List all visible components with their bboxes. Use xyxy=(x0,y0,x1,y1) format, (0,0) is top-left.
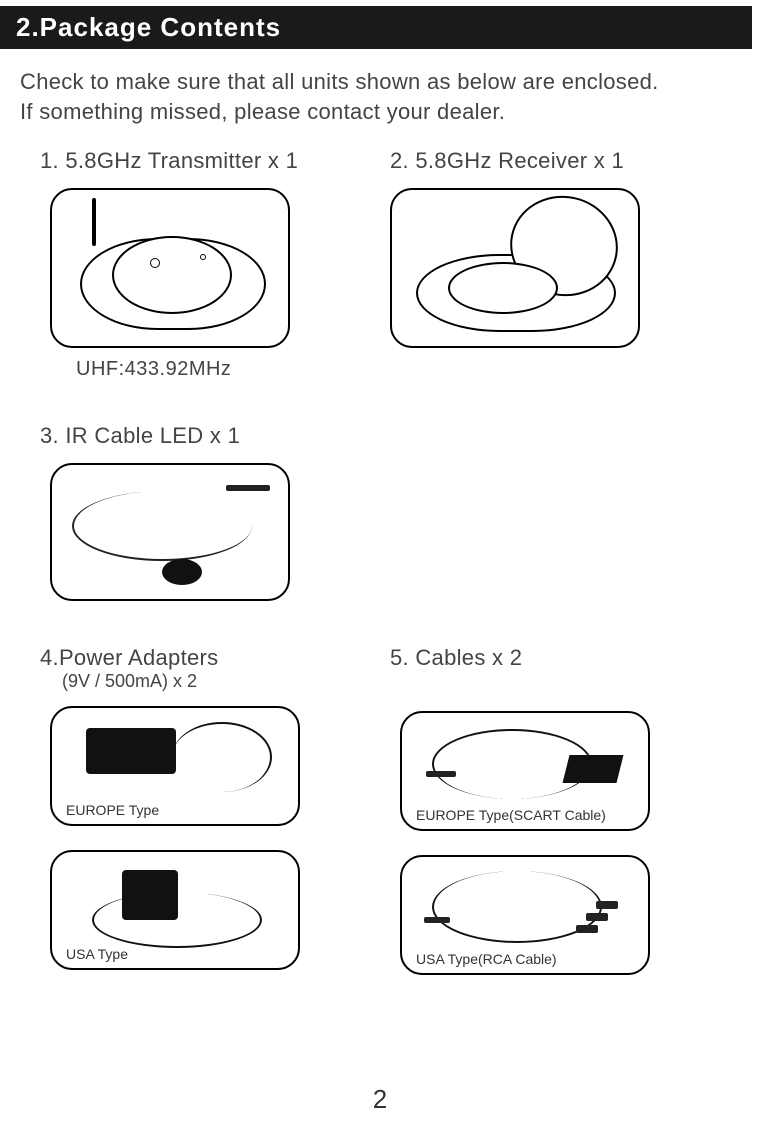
cables-title: 5. Cables x 2 xyxy=(390,645,720,671)
antenna-icon xyxy=(92,198,96,246)
item-cables: 5. Cables x 2 EUROPE Type(SCART Cable) U… xyxy=(380,637,730,1007)
page-number: 2 xyxy=(0,1084,760,1115)
rca-plug-icon xyxy=(586,913,608,921)
spacer-cell xyxy=(380,415,730,609)
cable-usa-illustration: USA Type(RCA Cable) xyxy=(400,855,650,975)
audio-jack-icon xyxy=(426,771,456,777)
cable-curve xyxy=(72,491,252,561)
transmitter-subtext: UHF:433.92MHz xyxy=(76,358,370,381)
intro-text: Check to make sure that all units shown … xyxy=(20,67,740,126)
scart-connector-icon xyxy=(563,755,624,783)
adapter-usa-illustration: USA Type xyxy=(50,850,300,970)
adapters-subtitle: (9V / 500mA) x 2 xyxy=(62,671,370,692)
item-ircable: 3. IR Cable LED x 1 xyxy=(30,415,380,609)
intro-line2: If something missed, please contact your… xyxy=(20,99,505,124)
adapter-eu-label: EUROPE Type xyxy=(66,802,159,818)
transmitter-illustration xyxy=(50,188,290,348)
cable-usa-label: USA Type(RCA Cable) xyxy=(416,951,557,967)
contents-grid: 1. 5.8GHz Transmitter x 1 UHF:433.92MHz … xyxy=(0,140,760,1007)
rca-plug-icon xyxy=(596,901,618,909)
item-adapters: 4.Power Adapters (9V / 500mA) x 2 EUROPE… xyxy=(30,637,380,1007)
cable-eu-label: EUROPE Type(SCART Cable) xyxy=(416,807,606,823)
device-inner-disc xyxy=(448,262,558,314)
ircable-illustration xyxy=(50,463,290,601)
cable-eu-illustration: EUROPE Type(SCART Cable) xyxy=(400,711,650,831)
adapter-cord-shape xyxy=(172,722,272,792)
ir-sensor-icon xyxy=(162,559,202,585)
adapter-eu-illustration: EUROPE Type xyxy=(50,706,300,826)
item-receiver: 2. 5.8GHz Receiver x 1 xyxy=(380,140,730,389)
receiver-illustration xyxy=(390,188,640,348)
adapter-cord-shape xyxy=(92,892,262,948)
audio-jack-icon xyxy=(424,917,450,923)
adapters-title: 4.Power Adapters xyxy=(40,645,370,671)
section-header: 2.Package Contents xyxy=(0,6,752,49)
device-top-disc xyxy=(112,236,232,314)
receiver-title: 2. 5.8GHz Receiver x 1 xyxy=(390,148,720,174)
adapter-usa-label: USA Type xyxy=(66,946,128,962)
item-transmitter: 1. 5.8GHz Transmitter x 1 UHF:433.92MHz xyxy=(30,140,380,389)
intro-line1: Check to make sure that all units shown … xyxy=(20,69,659,94)
rca-plug-icon xyxy=(576,925,598,933)
audio-jack-icon xyxy=(226,485,270,491)
transmitter-title: 1. 5.8GHz Transmitter x 1 xyxy=(40,148,370,174)
ircable-title: 3. IR Cable LED x 1 xyxy=(40,423,370,449)
adapter-body-shape xyxy=(86,728,176,774)
